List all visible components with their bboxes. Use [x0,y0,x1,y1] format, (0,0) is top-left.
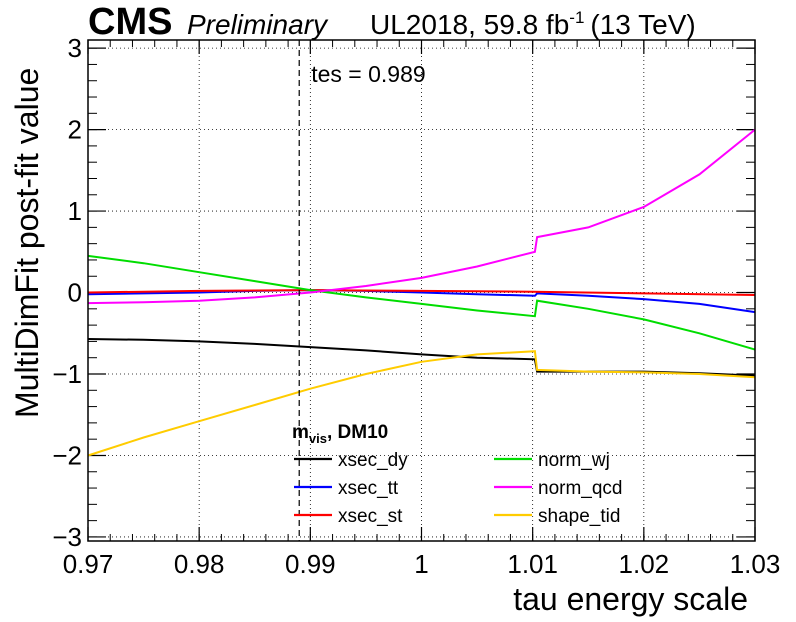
x-tick-label: 1.02 [619,549,670,579]
series-line-norm-qcd [87,128,756,305]
legend-title-main: m [292,422,309,443]
lumi-label: UL2018, 59.8 fb-1 (13 TeV) [370,8,696,40]
x-tick-label: 1 [414,549,428,579]
series-line-xsec-tt [87,289,756,314]
y-tick-label: −3 [52,522,82,552]
legend-label: norm_qcd [538,478,623,499]
y-tick-label: −1 [52,359,82,389]
x-tick-label: 0.98 [174,549,225,579]
legend-entries: xsec_dy xsec_tt xsec_st norm_wj norm_qcdshap… [294,450,623,527]
y-tick-label: 3 [68,33,82,63]
y-tick-label: −2 [52,440,82,470]
lumi-energy: (13 TeV) [590,9,695,40]
x-axis-title: tau energy scale [513,581,748,617]
y-tick-label: 2 [68,115,82,145]
series-line-xsec-st [87,289,756,296]
legend-label: norm_wj [538,450,610,471]
series-line-shape-tid [87,350,756,457]
legend: mvis, DM10 xsec_dy xsec_tt xsec_st norm_wjn… [292,422,623,527]
x-tick-labels: 0.97 0.98 0.99 1 1.01 1.02 1.03 [63,549,781,579]
annotation-text: tes = 0.989 [311,61,425,87]
lumi-dataset: UL2018, 59.8 fb [370,9,569,40]
series-lines [87,128,756,457]
y-tick-label: 1 [68,196,82,226]
x-tick-label: 1.01 [507,549,558,579]
legend-title-sub: vis [309,431,327,446]
annotation: tes = 0.989 [298,40,426,541]
legend-title-suffix: , DM10 [327,422,388,443]
y-tick-labels: −3 −2 −1 0 1 2 3 [52,33,82,552]
plot-frame [87,39,756,542]
x-tick-label: 0.97 [63,549,114,579]
y-tick-label: 0 [68,278,82,308]
series-line-norm-wj [87,254,756,351]
y-axis-title: MultiDimFit post-fit value [9,68,45,418]
x-tick-label: 1.03 [730,549,781,579]
status-label: Preliminary [187,9,329,40]
x-tick-label: 0.99 [285,549,336,579]
legend-label: xsec_dy [338,450,408,471]
legend-label: xsec_tt [338,478,399,499]
legend-label: xsec_st [338,506,403,527]
lumi-exponent: -1 [569,8,584,27]
legend-title: mvis, DM10 [292,422,388,446]
experiment-label: CMS [88,1,172,43]
legend-label: shape_tid [538,506,620,527]
